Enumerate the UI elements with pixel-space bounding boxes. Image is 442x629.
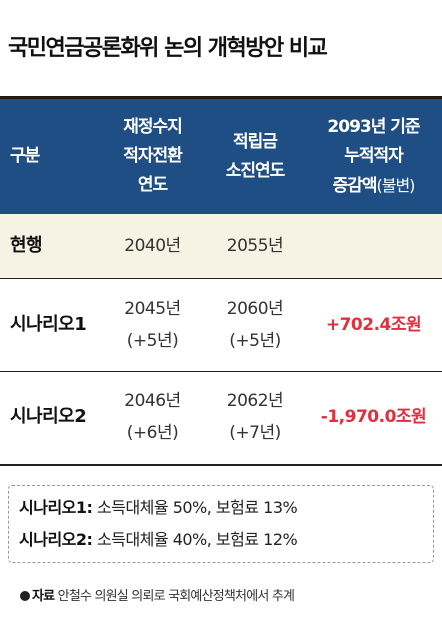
row-divider: [0, 371, 442, 372]
table-row-current: 현행 2040년 2055년: [0, 214, 442, 278]
row-label: 현행: [10, 235, 43, 256]
header-deficit-year: 재정수지 적자전환 연도: [123, 117, 183, 195]
note-scenario2: 시나리오2: 소득대체율 40%, 보험료 12%: [19, 530, 298, 549]
row-divider: [0, 278, 442, 279]
deficit-year-cell: 2045년 (+5년): [124, 299, 181, 351]
header-cumulative-change: 2093년 기준 누적적자 증감액(불변): [327, 116, 420, 196]
note-scenario1: 시나리오1: 소득대체율 50%, 보험료 13%: [19, 498, 298, 517]
change-cell: +702.4조원: [325, 315, 422, 335]
table-row-scenario1: 시나리오1 2045년 (+5년) 2060년 (+5년) +702.4조원: [0, 279, 442, 371]
source-note: 자료 안철수 의원실 의뢰로 국회예산정책처에서 추계: [20, 585, 295, 604]
depletion-year-cell: 2055년: [226, 236, 284, 256]
change-cell: [305, 214, 442, 278]
table-row-scenario2: 시나리오2 2046년 (+6년) 2062년 (+7년) -1,970.0조원: [0, 371, 442, 463]
deficit-year-cell: 2046년 (+6년): [124, 391, 181, 443]
row-label: 시나리오1: [10, 314, 87, 335]
table-bottom-rule: [0, 464, 442, 466]
deficit-year-cell: 2040년: [124, 236, 181, 256]
top-rule: [0, 96, 442, 99]
table-header: 구분 재정수지 적자전환 연도 적립금 소진연도 2093년 기준 누적적자 증감액(불변…: [0, 99, 442, 214]
depletion-year-cell: 2062년 (+7년): [226, 391, 284, 443]
depletion-year-cell: 2060년 (+5년): [226, 299, 284, 351]
row-label: 시나리오2: [10, 406, 87, 427]
bullet-icon: [20, 591, 30, 601]
change-cell: -1,970.0조원: [320, 407, 427, 427]
scenario-notes: 시나리오1: 소득대체율 50%, 보험료 13% 시나리오2: 소득대체율 4…: [8, 485, 434, 563]
header-depletion-year: 적립금 소진연도: [225, 131, 286, 181]
header-category: 구분: [10, 146, 40, 166]
page-title: 국민연금공론화위 논의 개혁방안 비교: [8, 36, 328, 61]
